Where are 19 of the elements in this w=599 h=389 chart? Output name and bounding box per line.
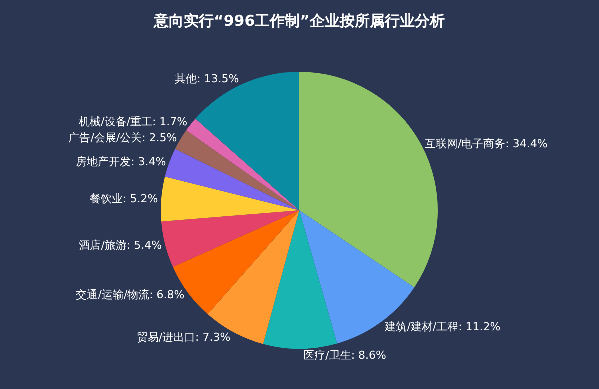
pie-slice	[186, 118, 300, 210]
slice-label: 贸易/进出口: 7.3%	[136, 331, 231, 344]
pie-slice	[165, 149, 300, 210]
pie-slice	[263, 210, 338, 349]
pie-slice	[161, 176, 300, 222]
slice-label: 酒店/旅游: 5.4%	[79, 238, 162, 252]
slice-label: 交通/运输/物流: 6.8%	[76, 288, 185, 302]
slice-label: 建筑/建材/工程: 11.2%	[384, 320, 501, 334]
pie-slice	[161, 210, 300, 268]
slice-label: 机械/设备/重工: 1.7%	[79, 116, 188, 129]
pie-slice	[196, 72, 300, 210]
slice-label: 餐饮业: 5.2%	[90, 192, 158, 206]
chart-title: 意向实行“996工作制”企业按所属行业分析	[152, 12, 446, 30]
slice-label: 其他: 13.5%	[175, 72, 240, 86]
slice-label: 互联网/电子商务: 34.4%	[424, 137, 548, 150]
slice-label: 医疗/卫生: 8.6%	[304, 348, 386, 362]
slice-label: 房地产开发: 3.4%	[76, 155, 166, 168]
pie-slice	[175, 130, 300, 210]
slice-label: 广告/会展/公关: 2.5%	[68, 131, 178, 144]
